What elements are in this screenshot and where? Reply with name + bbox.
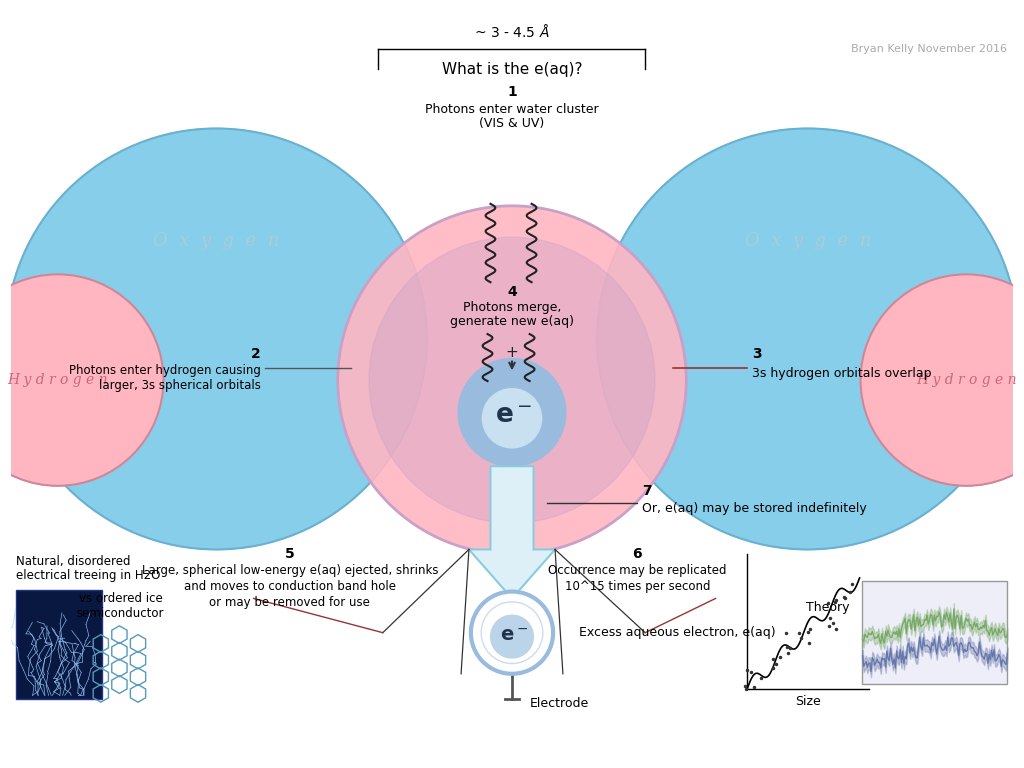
FancyBboxPatch shape [15, 590, 101, 699]
Text: 4: 4 [507, 285, 517, 299]
Text: Electrode: Electrode [529, 697, 589, 710]
Text: Size: Size [795, 695, 820, 708]
Circle shape [597, 128, 1018, 549]
Text: What is the e(aq)?: What is the e(aq)? [441, 62, 583, 78]
Text: +: + [506, 345, 518, 360]
Text: Excess aqueous electron, e(aq): Excess aqueous electron, e(aq) [579, 626, 775, 639]
Text: Natural, disordered: Natural, disordered [15, 554, 130, 568]
Text: Photons merge,: Photons merge, [463, 301, 561, 314]
Text: H y d r o g e n: H y d r o g e n [7, 373, 108, 387]
Text: 6: 6 [633, 548, 642, 561]
Text: O  x  y  g  e  n: O x y g e n [154, 232, 280, 250]
Text: 7: 7 [642, 484, 652, 498]
Text: Theory: Theory [806, 601, 849, 614]
Text: Photons enter water cluster: Photons enter water cluster [425, 104, 599, 117]
Text: 3s hydrogen orbitals overlap: 3s hydrogen orbitals overlap [752, 367, 932, 379]
Circle shape [482, 389, 542, 448]
Text: e$^-$: e$^-$ [496, 403, 532, 429]
Text: O  x  y  g  e  n: O x y g e n [744, 232, 870, 250]
Text: semiconductor: semiconductor [77, 607, 164, 620]
Text: Occurrence may be replicated: Occurrence may be replicated [548, 564, 727, 578]
Circle shape [458, 359, 566, 466]
Circle shape [6, 128, 427, 549]
Text: Photons enter hydrogen causing: Photons enter hydrogen causing [69, 364, 260, 377]
FancyBboxPatch shape [862, 581, 1008, 684]
Text: 10^15 times per second: 10^15 times per second [564, 580, 710, 593]
Text: 1: 1 [507, 85, 517, 99]
Text: (VIS & UV): (VIS & UV) [479, 117, 545, 130]
Circle shape [860, 274, 1024, 486]
Circle shape [471, 591, 553, 674]
Text: generate new e(aq): generate new e(aq) [450, 315, 574, 328]
Text: or may be removed for use: or may be removed for use [209, 596, 371, 609]
Text: ~ 3 - 4.5 $\AA$: ~ 3 - 4.5 $\AA$ [474, 23, 549, 41]
Circle shape [338, 206, 686, 554]
Text: Bryan Kelly November 2016: Bryan Kelly November 2016 [851, 45, 1008, 55]
Polygon shape [469, 466, 555, 598]
Text: Or, e(aq) may be stored indefinitely: Or, e(aq) may be stored indefinitely [642, 502, 867, 515]
Text: and moves to conduction band hole: and moves to conduction band hole [183, 580, 395, 593]
Text: larger, 3s spherical orbitals: larger, 3s spherical orbitals [98, 379, 260, 392]
Circle shape [490, 615, 534, 658]
Text: Large, spherical low-energy e(aq) ejected, shrinks: Large, spherical low-energy e(aq) ejecte… [141, 564, 438, 578]
Text: 2: 2 [251, 346, 260, 361]
Text: electrical treeing in H2O: electrical treeing in H2O [15, 569, 160, 582]
Text: 5: 5 [285, 548, 295, 561]
Text: e$^-$: e$^-$ [500, 626, 528, 645]
Circle shape [0, 274, 164, 486]
Text: H y d r o g e n: H y d r o g e n [916, 373, 1017, 387]
Text: 3: 3 [752, 346, 762, 361]
Circle shape [369, 237, 655, 523]
Text: vs ordered ice: vs ordered ice [79, 592, 162, 605]
